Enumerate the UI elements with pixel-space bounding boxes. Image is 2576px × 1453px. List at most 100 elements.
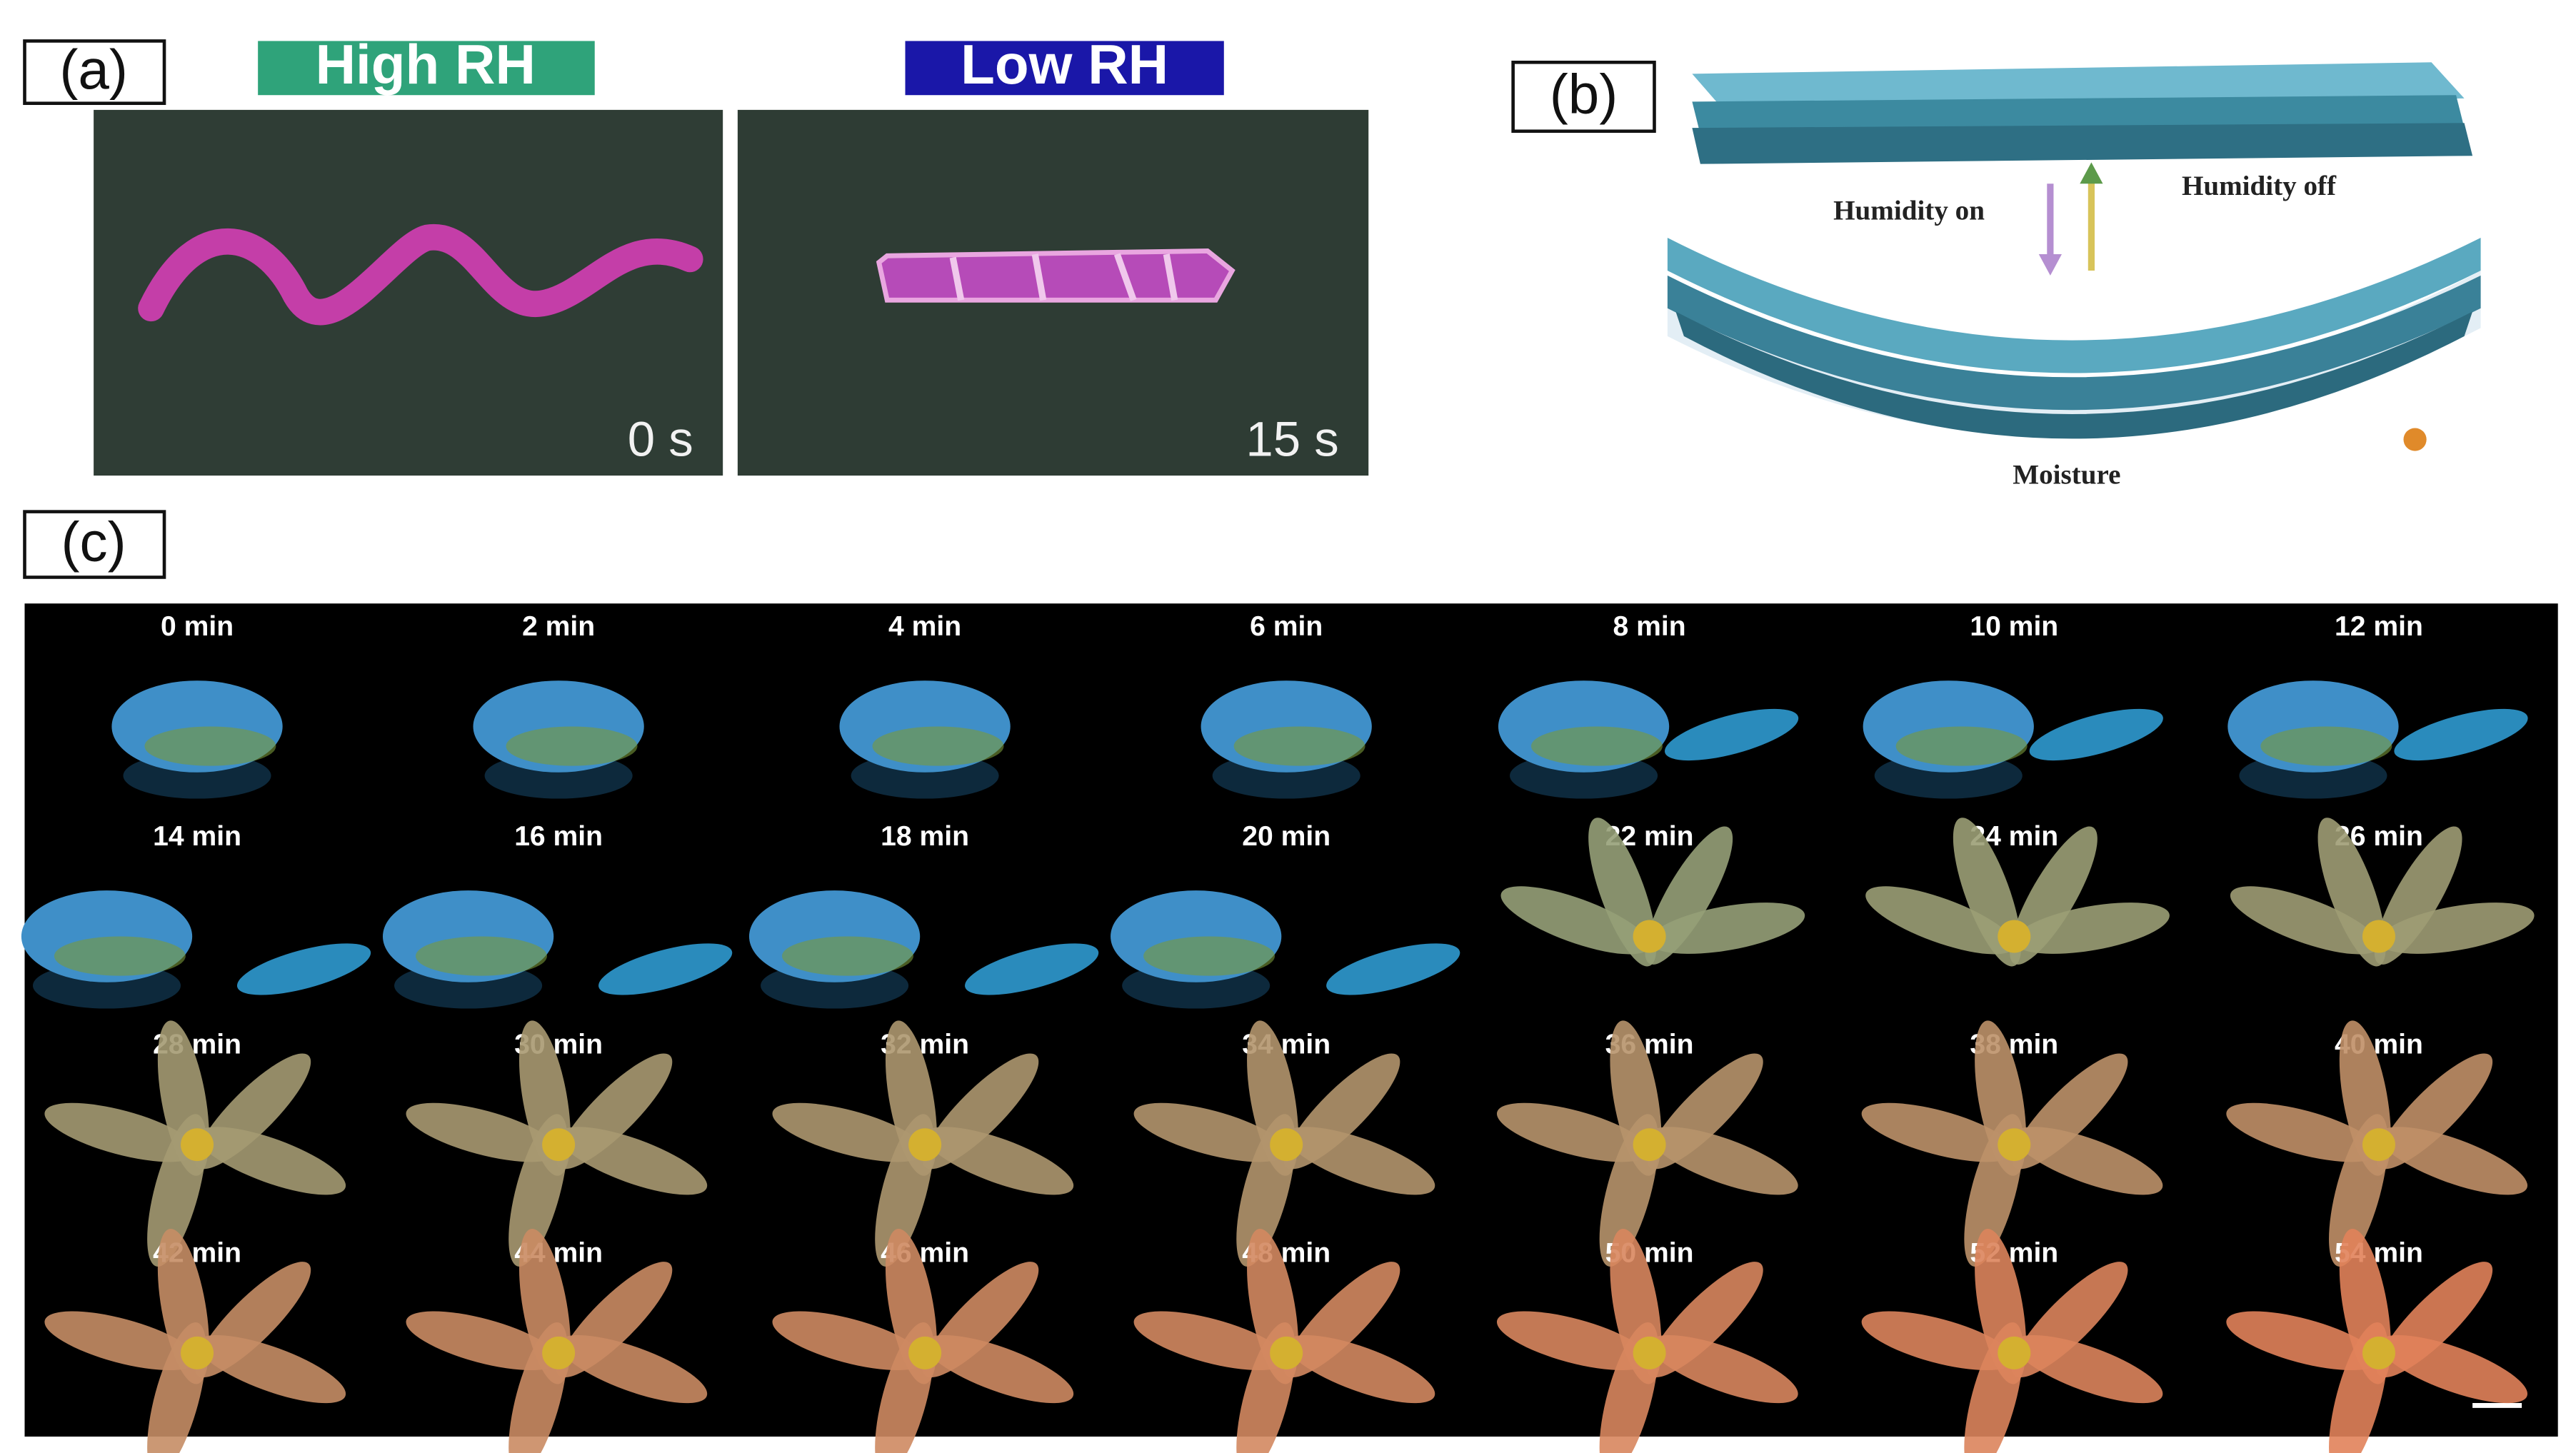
petal (2226, 1311, 2380, 1371)
petal (2029, 708, 2163, 761)
specimen (1133, 1020, 1435, 1267)
specimen (111, 680, 283, 799)
petal (2378, 1334, 2528, 1404)
photo (94, 109, 723, 476)
label-box (23, 39, 166, 105)
label-box (1511, 60, 1656, 134)
petal (1326, 943, 1460, 995)
center (1633, 1128, 1666, 1162)
center (181, 1336, 214, 1369)
frame-label: 20 min (1242, 821, 1330, 852)
body-shade (1233, 726, 1365, 766)
coil-lines (949, 253, 1178, 301)
petal (2014, 903, 2170, 954)
specimen (44, 1229, 346, 1453)
petal (406, 1311, 559, 1371)
caption: Moisture (2013, 459, 2120, 490)
petal (558, 1127, 708, 1195)
petal (1649, 1127, 1798, 1195)
petal (1861, 1102, 2015, 1162)
coiled-ribbon (876, 248, 1236, 303)
petal (2226, 1102, 2380, 1162)
petal (598, 943, 733, 995)
petal (965, 943, 1099, 995)
petal (196, 1334, 346, 1404)
specimen (748, 890, 1099, 1009)
specimen (1201, 680, 1372, 799)
petal (772, 1102, 926, 1162)
petal (2394, 708, 2528, 761)
specimen (1861, 1020, 2163, 1267)
specimen (382, 890, 733, 1009)
center (1270, 1128, 1303, 1162)
body-shade (1530, 726, 1663, 766)
body-shade (1895, 726, 2028, 766)
bent-layers (1667, 238, 2481, 439)
petal (236, 943, 371, 995)
specimen (839, 680, 1011, 799)
frame-label: 6 min (1250, 611, 1323, 642)
frame-label: 18 min (881, 821, 969, 852)
spiral-ribbon (138, 223, 703, 326)
specimen (21, 890, 371, 1009)
panel-label: (b) (1550, 62, 1618, 125)
condition: High RH (316, 33, 536, 96)
frame-label: 0 min (161, 611, 234, 642)
petal (2013, 1127, 2163, 1195)
center (1998, 920, 2031, 953)
frame-label: 14 min (153, 821, 241, 852)
center (2362, 920, 2395, 953)
label-box (23, 510, 166, 579)
petal (2230, 886, 2380, 955)
specimen (1111, 890, 1460, 1009)
specimen (772, 1020, 1074, 1267)
petal (44, 1102, 198, 1162)
specimen (1865, 818, 2170, 967)
center (1270, 1336, 1303, 1369)
arrowhead (2080, 162, 2103, 184)
petal (1133, 1102, 1287, 1162)
specimen (1133, 1229, 1435, 1453)
petal (1496, 1311, 1650, 1371)
caption: Humidity off (2182, 171, 2337, 201)
petal (406, 1102, 559, 1162)
body-shade (506, 726, 638, 766)
petal (2013, 1334, 2163, 1404)
frame-label: 8 min (1613, 611, 1686, 642)
condition-box (905, 41, 1224, 96)
petal (196, 1127, 346, 1195)
body-shade (2260, 726, 2392, 766)
frame-label: 10 min (1970, 611, 2058, 642)
specimen (2230, 818, 2535, 967)
specimen (1863, 680, 2163, 799)
frame-label: 2 min (522, 611, 595, 642)
petal (772, 1311, 926, 1371)
specimen (406, 1229, 708, 1453)
panel-label: (c) (61, 511, 126, 573)
center (2362, 1128, 2395, 1162)
frame-label: 16 min (514, 821, 603, 852)
petal (1286, 1127, 1435, 1195)
body-shade (54, 936, 186, 976)
specimen (1861, 1229, 2163, 1453)
petal (2378, 1127, 2528, 1195)
specimen (1496, 1229, 1798, 1453)
center (908, 1128, 942, 1162)
center (542, 1336, 576, 1369)
petal (924, 1127, 1074, 1195)
petal (44, 1311, 198, 1371)
center (1633, 1336, 1666, 1369)
petal (1649, 903, 1805, 954)
specimen (2226, 1229, 2528, 1453)
specimen (1498, 680, 1799, 799)
specimen (1500, 818, 1805, 967)
petal (1496, 1102, 1650, 1162)
frame-label: 12 min (2335, 611, 2423, 642)
petal (558, 1334, 708, 1404)
center (1633, 920, 1666, 953)
center (181, 1128, 214, 1162)
panel-label: (a) (59, 38, 128, 101)
specimen (473, 680, 644, 799)
petal (1861, 1311, 2015, 1371)
